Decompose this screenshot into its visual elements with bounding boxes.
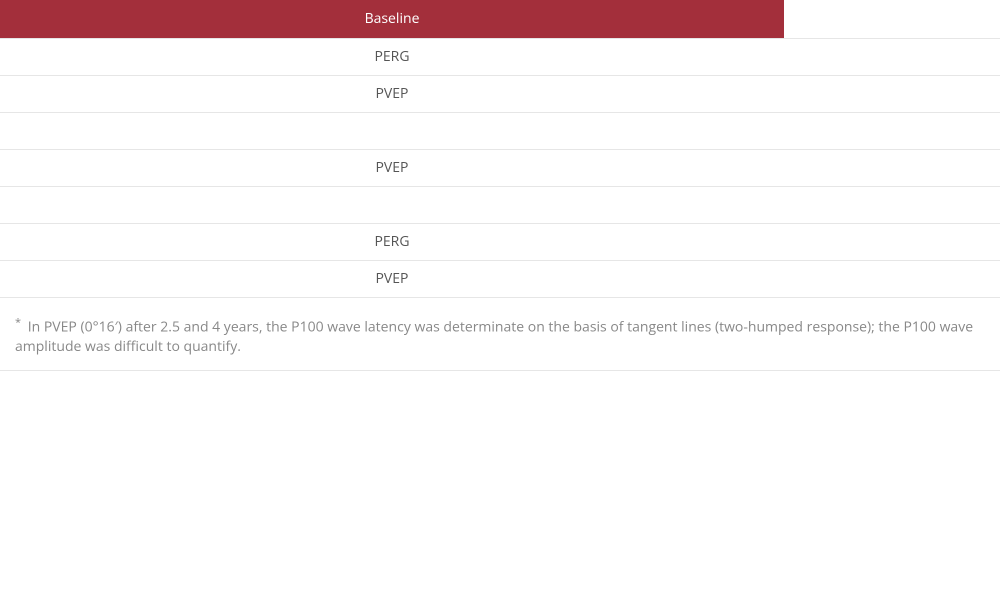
row-spacer	[784, 186, 1000, 223]
row-spacer	[784, 260, 1000, 297]
row-label: PVEP	[0, 75, 784, 112]
header-baseline: Baseline	[0, 0, 784, 38]
row-label: PVEP	[0, 149, 784, 186]
table-row: PERG	[0, 223, 1000, 260]
header-blank	[784, 0, 1000, 38]
table-row: PVEP	[0, 149, 1000, 186]
row-label: PERG	[0, 38, 784, 75]
row-spacer	[784, 75, 1000, 112]
table-row: PVEP	[0, 260, 1000, 297]
table-footnote: * In PVEP (0°16′) after 2.5 and 4 years,…	[0, 298, 1000, 371]
table-row-empty	[0, 186, 1000, 223]
footnote-text: In PVEP (0°16′) after 2.5 and 4 years, t…	[15, 317, 973, 356]
row-spacer	[784, 223, 1000, 260]
table-row-empty	[0, 112, 1000, 149]
row-label: PVEP	[0, 260, 784, 297]
row-spacer	[784, 149, 1000, 186]
table-row: PVEP	[0, 75, 1000, 112]
row-label	[0, 112, 784, 149]
row-spacer	[784, 38, 1000, 75]
table-header-row: Baseline	[0, 0, 1000, 38]
table-container: Baseline PERG PVEP PVEP	[0, 0, 1000, 371]
row-label	[0, 186, 784, 223]
row-label: PERG	[0, 223, 784, 260]
footnote-marker: *	[15, 315, 21, 330]
table-row: PERG	[0, 38, 1000, 75]
data-table: Baseline PERG PVEP PVEP	[0, 0, 1000, 298]
row-spacer	[784, 112, 1000, 149]
